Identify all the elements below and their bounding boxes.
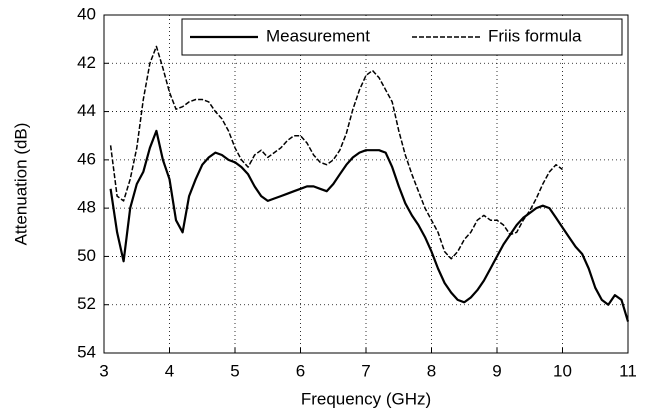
x-axis-label: Frequency (GHz) bbox=[301, 389, 431, 408]
x-tick-label: 11 bbox=[619, 361, 637, 380]
y-tick-label: 50 bbox=[77, 246, 96, 265]
x-tick-label: 6 bbox=[296, 361, 305, 380]
y-axis-label: Attenuation (dB) bbox=[11, 123, 30, 246]
y-tick-label: 54 bbox=[77, 342, 96, 361]
x-tick-label: 10 bbox=[553, 361, 572, 380]
y-tick-label: 52 bbox=[77, 294, 96, 313]
legend-label: Measurement bbox=[266, 26, 370, 45]
y-tick-label: 40 bbox=[77, 4, 96, 23]
x-tick-label: 3 bbox=[99, 361, 108, 380]
y-tick-label: 46 bbox=[77, 149, 96, 168]
legend-label: Friis formula bbox=[488, 26, 582, 45]
x-tick-label: 9 bbox=[492, 361, 501, 380]
line-series bbox=[109, 129, 630, 322]
y-tick-label: 44 bbox=[77, 101, 96, 120]
x-tick-label: 8 bbox=[427, 361, 436, 380]
x-tick-label: 7 bbox=[361, 361, 370, 380]
x-tick-label: 5 bbox=[230, 361, 239, 380]
line-series bbox=[109, 45, 563, 260]
y-tick-label: 42 bbox=[77, 53, 96, 72]
plot-frame bbox=[103, 14, 629, 354]
x-tick-label: 4 bbox=[165, 361, 174, 380]
y-tick-label: 48 bbox=[77, 198, 96, 217]
